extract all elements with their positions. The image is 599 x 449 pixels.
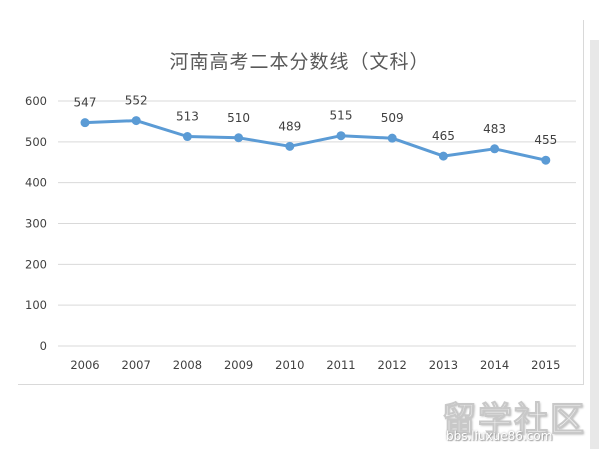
- y-tick-label-100: 100: [25, 298, 47, 312]
- data-point-2011: [336, 131, 346, 141]
- x-tick-label-2015: 2015: [531, 358, 560, 372]
- x-tick-label-2008: 2008: [173, 358, 202, 372]
- watermark-logo: 留学社区 bbs.liuxue86.com: [438, 392, 598, 448]
- data-point-2013: [438, 151, 448, 161]
- data-label-2011: 515: [330, 109, 353, 123]
- data-label-2007: 552: [125, 94, 148, 108]
- y-tick-label-300: 300: [25, 217, 47, 231]
- x-tick-label-2014: 2014: [480, 358, 509, 372]
- scrollbar-strip: [590, 40, 599, 449]
- series-line: [83, 119, 548, 162]
- data-point-2012: [387, 133, 397, 143]
- chart-title: 河南高考二本分数线（文科）: [169, 51, 430, 73]
- y-tick-label-400: 400: [25, 176, 47, 190]
- data-label-2012: 509: [381, 111, 404, 125]
- x-tick-label-2007: 2007: [122, 358, 151, 372]
- data-point-2006: [80, 118, 90, 128]
- y-axis-tick-labels: 0 100 200 300 400 500 600: [25, 94, 47, 353]
- data-label-2009: 510: [227, 111, 250, 125]
- chart-area-border: [18, 20, 584, 385]
- y-tick-label-600: 600: [25, 94, 47, 108]
- x-tick-label-2013: 2013: [429, 358, 458, 372]
- data-label-2008: 513: [176, 110, 199, 124]
- x-tick-label-2006: 2006: [70, 358, 99, 372]
- data-label-2014: 483: [483, 122, 506, 136]
- x-tick-label-2012: 2012: [378, 358, 407, 372]
- y-tick-label-500: 500: [25, 135, 47, 149]
- x-tick-label-2011: 2011: [326, 358, 355, 372]
- grid-lines: [58, 100, 576, 347]
- data-labels: 547 552 513 510 489 515 509 465 483 455: [74, 94, 558, 148]
- x-tick-label-2010: 2010: [275, 358, 304, 372]
- y-tick-label-200: 200: [25, 257, 47, 271]
- data-point-2007: [131, 116, 141, 126]
- data-point-2015: [541, 155, 551, 165]
- x-tick-label-2009: 2009: [224, 358, 253, 372]
- y-tick-label-0: 0: [40, 339, 47, 353]
- data-point-2008: [182, 132, 192, 142]
- data-point-2014: [490, 144, 500, 154]
- data-label-2015: 455: [534, 133, 557, 147]
- watermark-brand: 留学社区: [442, 400, 586, 441]
- data-point-2010: [285, 141, 295, 151]
- data-label-2010: 489: [278, 119, 301, 133]
- x-axis-tick-labels: 2006 2007 2008 2009 2010 2011 2012 2013 2014 2015: [70, 358, 560, 372]
- data-label-2013: 465: [432, 129, 455, 143]
- data-label-2006: 547: [74, 96, 97, 110]
- watermark-url: bbs.liuxue86.com: [446, 429, 553, 443]
- data-points: [80, 116, 551, 165]
- data-point-2009: [234, 133, 244, 143]
